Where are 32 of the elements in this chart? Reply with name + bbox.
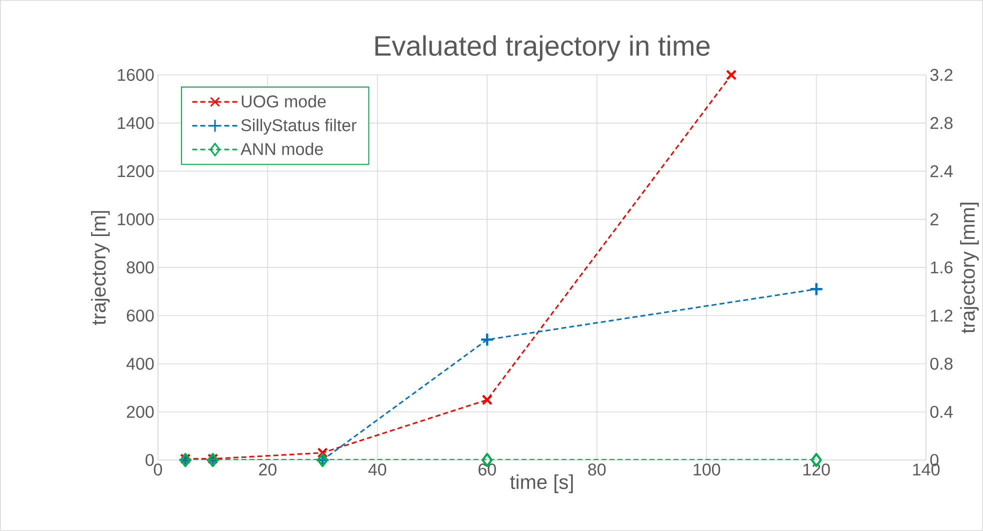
x-tick-label: 140 bbox=[913, 464, 940, 476]
y2-tick-label: 0.4 bbox=[930, 406, 953, 418]
y2-tick-label: 1.6 bbox=[930, 261, 953, 274]
y-tick-label: 0 bbox=[146, 454, 154, 466]
y2-tick-label: 3.2 bbox=[930, 68, 952, 81]
x-tick-label: 100 bbox=[694, 464, 720, 476]
legend-label: SillyStatus filter bbox=[241, 118, 356, 135]
y2-tick-label: 2.4 bbox=[930, 165, 953, 178]
x-tick-label: 60 bbox=[478, 464, 496, 476]
y-axis-title: trajectory [m] bbox=[91, 211, 110, 325]
y-tick-label: 1000 bbox=[118, 213, 154, 226]
x-tick-label: 120 bbox=[803, 464, 830, 476]
x-tick-label: 0 bbox=[154, 464, 162, 476]
legend-label: ANN mode bbox=[240, 142, 323, 156]
y2-tick-label: 0.8 bbox=[930, 358, 953, 370]
x-tick-label: 40 bbox=[368, 464, 386, 476]
y2-tick-label: 2 bbox=[930, 213, 938, 226]
x-axis-title: time [s] bbox=[510, 474, 573, 494]
y-tick-label: 200 bbox=[126, 406, 154, 418]
chart-title: Evaluated trajectory in time bbox=[375, 35, 710, 62]
y-tick-label: 1400 bbox=[118, 117, 154, 130]
y-tick-label: 1600 bbox=[118, 68, 154, 81]
legend-label: UOG mode bbox=[242, 95, 326, 108]
y2-axis-title: trajectory [mm] bbox=[960, 202, 979, 334]
x-tick-label: 80 bbox=[588, 464, 606, 476]
y-tick-label: 600 bbox=[126, 310, 154, 322]
x-tick-label: 20 bbox=[259, 464, 276, 476]
y-tick-label: 400 bbox=[126, 358, 154, 370]
y-tick-label: 800 bbox=[126, 261, 154, 274]
y2-tick-label: 1.2 bbox=[930, 310, 952, 322]
y-tick-label: 1200 bbox=[118, 165, 154, 178]
y2-tick-label: 2.8 bbox=[930, 117, 953, 130]
